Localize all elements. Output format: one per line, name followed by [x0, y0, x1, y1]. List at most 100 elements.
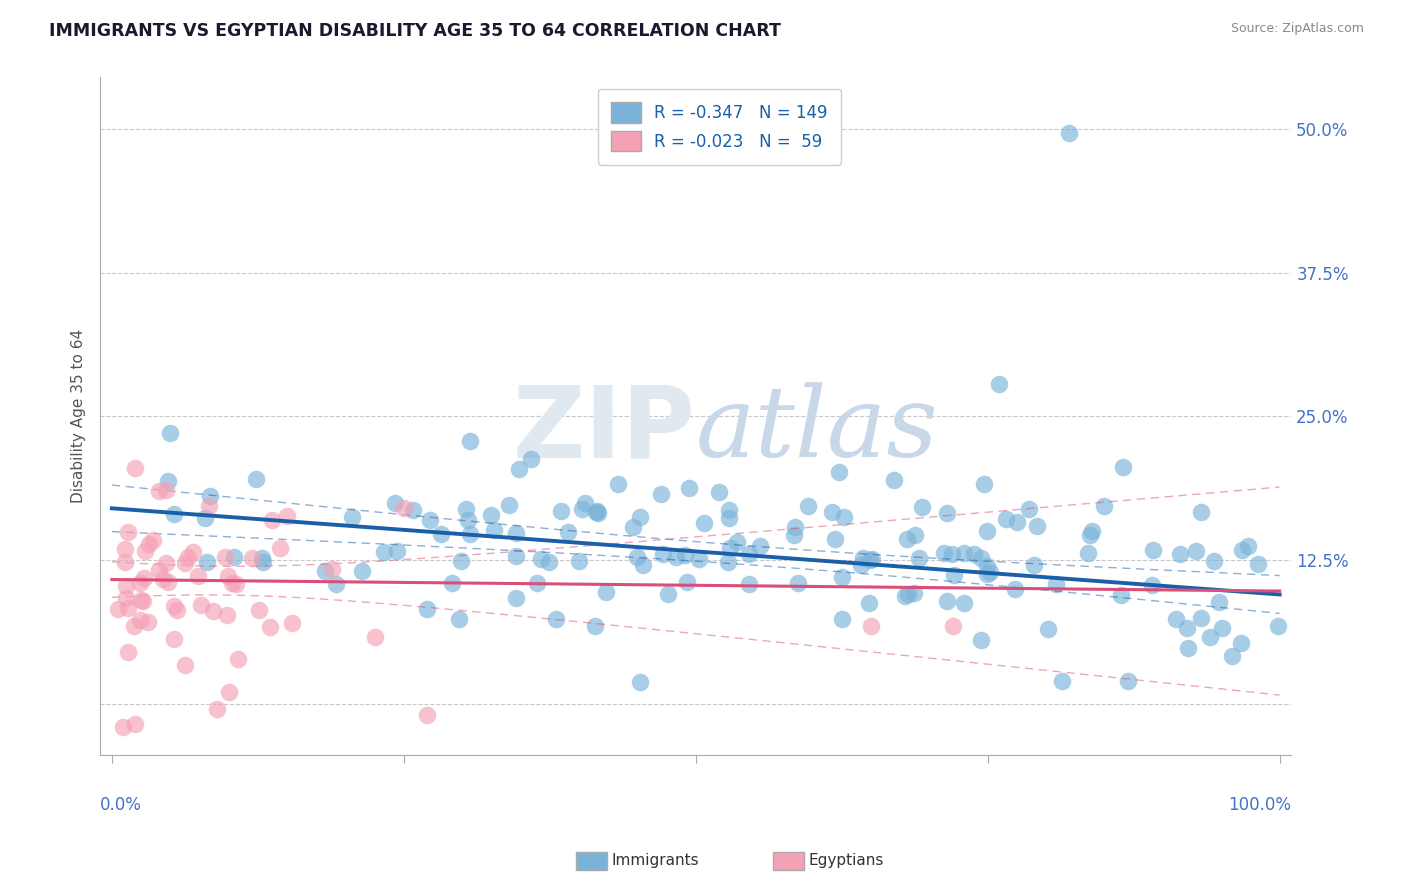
Point: [851, 558, 873, 572]
Point: [177, 550, 200, 565]
Text: 0.0%: 0.0%: [100, 796, 142, 814]
Point: [152, 572, 174, 586]
Point: [896, 533, 918, 547]
Point: [187, 569, 209, 583]
Point: [226, 651, 249, 665]
Point: [416, 602, 439, 616]
Point: [824, 532, 846, 546]
Point: [935, 594, 957, 608]
Point: [749, 539, 772, 553]
Point: [1059, 126, 1081, 140]
Point: [894, 589, 917, 603]
Point: [952, 546, 974, 560]
Point: [136, 615, 159, 629]
Point: [550, 504, 572, 518]
Point: [156, 474, 179, 488]
Point: [321, 562, 343, 576]
Point: [935, 506, 957, 520]
Point: [586, 503, 609, 517]
Point: [373, 545, 395, 559]
Point: [132, 571, 155, 585]
Point: [198, 490, 221, 504]
Point: [943, 567, 966, 582]
Point: [314, 565, 336, 579]
Point: [1198, 630, 1220, 644]
Point: [1220, 648, 1243, 663]
Point: [827, 465, 849, 479]
Point: [1267, 619, 1289, 633]
Point: [201, 604, 224, 618]
Point: [505, 526, 527, 541]
Legend: R = -0.347   N = 149, R = -0.023   N =  59: R = -0.347 N = 149, R = -0.023 N = 59: [598, 89, 841, 165]
Point: [195, 555, 218, 569]
Point: [159, 425, 181, 440]
Point: [222, 549, 245, 564]
Point: [738, 577, 761, 591]
Point: [429, 527, 451, 541]
Point: [673, 548, 696, 562]
Point: [628, 509, 651, 524]
Point: [384, 496, 406, 510]
Point: [973, 477, 995, 491]
Point: [859, 553, 882, 567]
Point: [498, 498, 520, 512]
Point: [718, 541, 741, 555]
Point: [976, 524, 998, 538]
Point: [156, 575, 179, 590]
Point: [163, 632, 186, 647]
Point: [128, 614, 150, 628]
Point: [1026, 518, 1049, 533]
Point: [217, 568, 239, 582]
Point: [1078, 528, 1101, 542]
Point: [709, 484, 731, 499]
Point: [385, 543, 408, 558]
Point: [904, 528, 927, 542]
Point: [350, 564, 373, 578]
Point: [544, 612, 567, 626]
Point: [585, 505, 607, 519]
Point: [907, 550, 929, 565]
Point: [595, 585, 617, 599]
Point: [574, 496, 596, 510]
Point: [831, 570, 853, 584]
Point: [571, 501, 593, 516]
Point: [340, 509, 363, 524]
Point: [508, 462, 530, 476]
Point: [631, 558, 654, 572]
Point: [1112, 459, 1135, 474]
Point: [1142, 543, 1164, 558]
Point: [797, 499, 820, 513]
Point: [117, 601, 139, 615]
Point: [221, 576, 243, 591]
Point: [859, 618, 882, 632]
Point: [112, 720, 135, 734]
Point: [626, 549, 648, 564]
Point: [114, 555, 136, 569]
Point: [1177, 641, 1199, 656]
Point: [1230, 543, 1253, 558]
Point: [530, 552, 553, 566]
Point: [114, 541, 136, 556]
Point: [1077, 546, 1099, 560]
Point: [416, 708, 439, 723]
Point: [173, 657, 195, 672]
Point: [240, 550, 263, 565]
Point: [1189, 505, 1212, 519]
Point: [1140, 578, 1163, 592]
Point: [785, 520, 807, 534]
Point: [163, 599, 186, 613]
Point: [665, 549, 688, 564]
Point: [557, 524, 579, 539]
Point: [269, 541, 291, 556]
Point: [260, 513, 283, 527]
Point: [107, 601, 129, 615]
Text: ZIP: ZIP: [513, 382, 696, 478]
Point: [1092, 500, 1115, 514]
Point: [117, 645, 139, 659]
Point: [115, 591, 138, 605]
Point: [1052, 673, 1074, 688]
Point: [657, 586, 679, 600]
Point: [537, 555, 560, 569]
Point: [252, 555, 274, 569]
Point: [963, 547, 986, 561]
